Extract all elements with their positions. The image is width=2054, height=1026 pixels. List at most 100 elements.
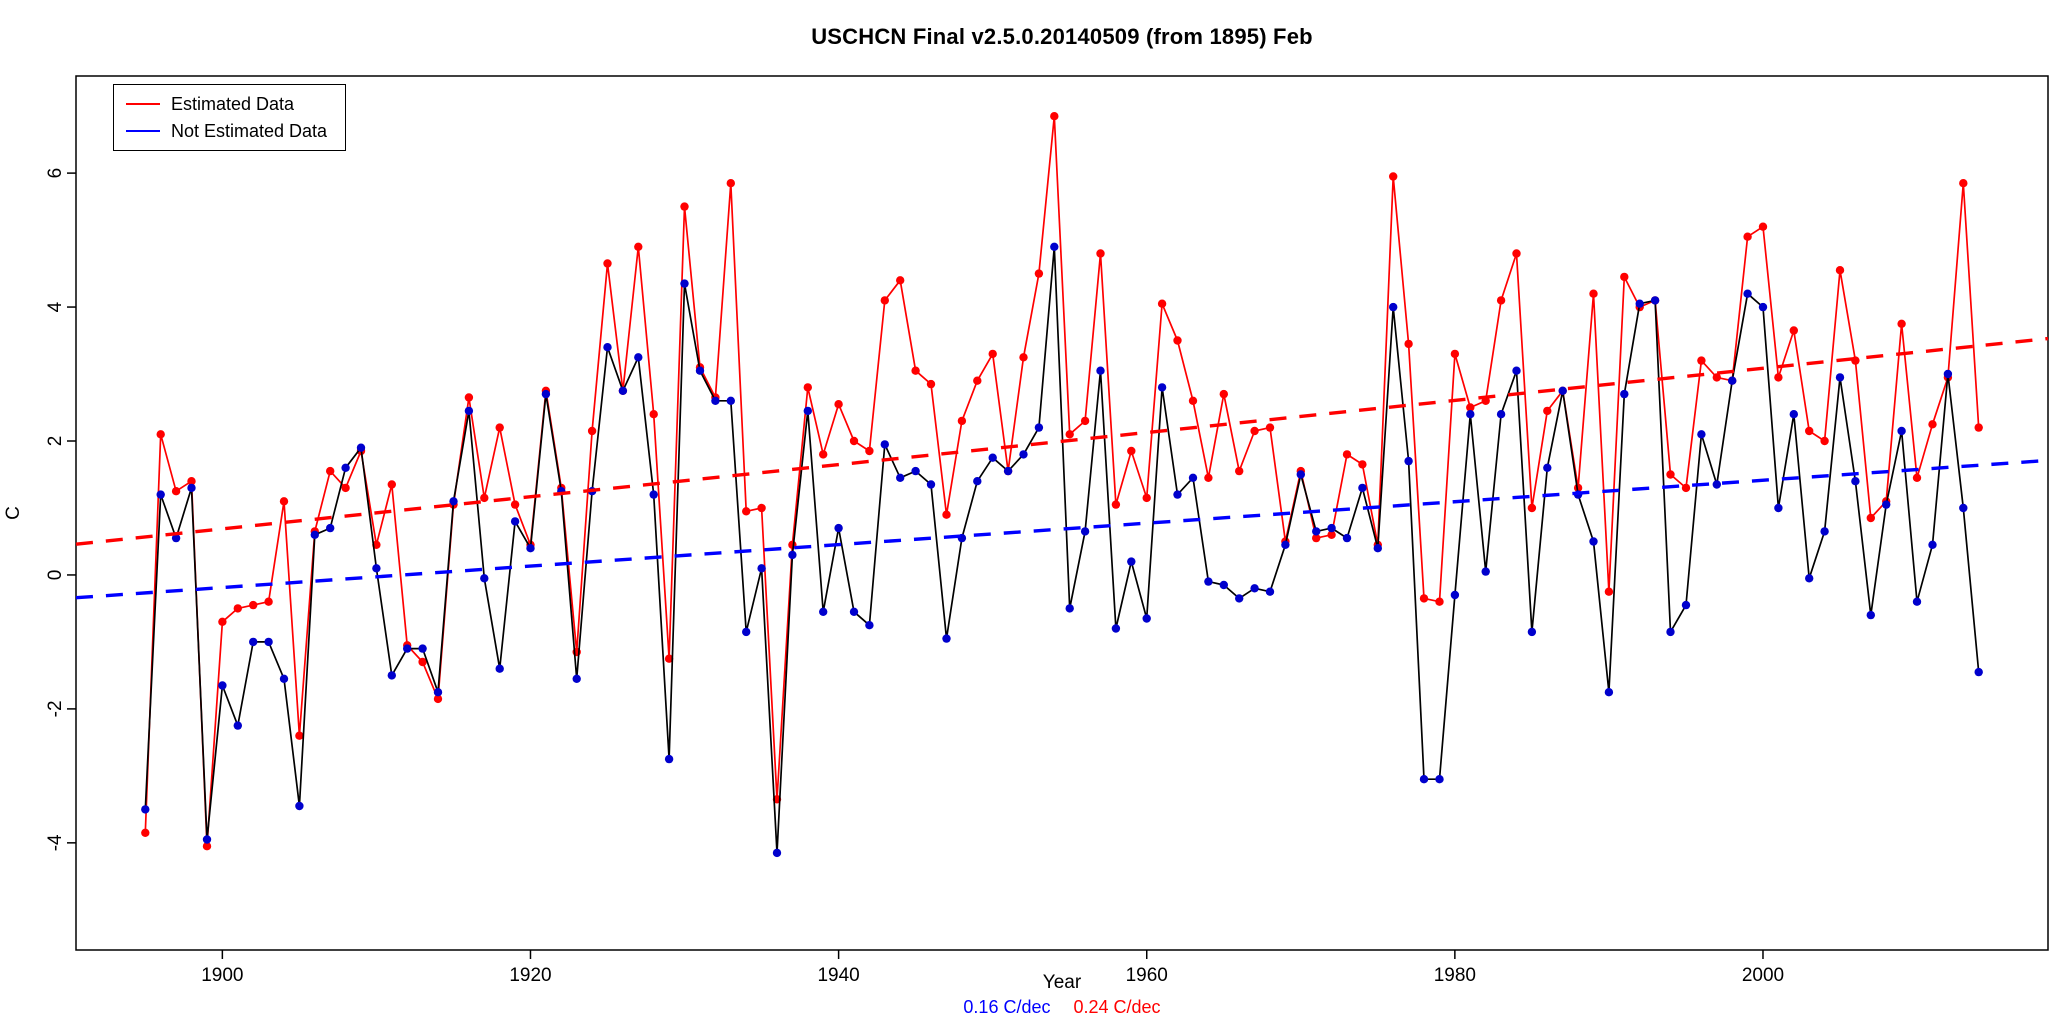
- not-estimated-series-point: [1003, 466, 1013, 476]
- estimated-series-point: [1758, 222, 1768, 231]
- estimated-series-point: [1835, 266, 1845, 275]
- estimated-series-point: [218, 617, 227, 626]
- estimated-series-point: [510, 500, 520, 509]
- estimated-series-point: [433, 694, 443, 704]
- estimated-series-point: [1342, 450, 1352, 459]
- not-estimated-series-point: [1558, 386, 1567, 395]
- estimated-series-point: [1173, 336, 1182, 345]
- not-estimated-series-point: [803, 406, 812, 416]
- estimated-series-point: [480, 493, 489, 503]
- estimated-series-point: [1928, 420, 1937, 429]
- y-tick-label: -2: [45, 700, 66, 717]
- not-estimated-series-point: [1974, 667, 1983, 677]
- not-estimated-series-point: [1620, 389, 1629, 399]
- not-estimated-series-point: [495, 664, 504, 673]
- estimated-series-point: [1959, 179, 1968, 188]
- not-estimated-series-point: [433, 688, 443, 697]
- not-estimated-series-point: [1851, 477, 1860, 486]
- not-estimated-series-point: [1943, 369, 1953, 379]
- legend-label-estimated: Estimated Data: [171, 94, 295, 114]
- not-estimated-series-point: [403, 644, 412, 653]
- not-estimated-series-point: [1789, 410, 1799, 419]
- estimated-series-point: [957, 416, 967, 426]
- estimated-series-point: [1620, 272, 1629, 282]
- not-estimated-series-point: [1312, 527, 1321, 536]
- estimated-series-point: [1065, 430, 1074, 439]
- estimated-series-point: [1019, 353, 1028, 362]
- not-estimated-series-point: [1358, 483, 1367, 493]
- estimated-series-point: [649, 410, 658, 419]
- not-estimated-series-point: [1543, 463, 1552, 472]
- estimated-series-point: [264, 597, 273, 606]
- estimated-series-point: [1327, 530, 1336, 539]
- estimated-series-point: [1589, 289, 1598, 298]
- estimated-series-point: [1820, 436, 1829, 446]
- estimated-series-point: [141, 828, 150, 837]
- not-estimated-series-point: [1882, 500, 1891, 509]
- not-estimated-series-point: [1327, 523, 1336, 533]
- estimated-series-point: [1034, 269, 1044, 278]
- chart-title: USCHCN Final v2.5.0.20140509 (from 1895)…: [811, 24, 1313, 49]
- estimated-series-point: [1265, 423, 1275, 432]
- not-estimated-series-point: [1265, 587, 1275, 596]
- not-estimated-series-point: [1142, 614, 1151, 623]
- estimated-series-point: [1743, 232, 1752, 241]
- not-estimated-trend-value: 0.16 C/dec: [963, 997, 1051, 1017]
- estimated-series-point: [1419, 594, 1429, 603]
- not-estimated-series-point: [711, 396, 720, 405]
- not-estimated-series-point: [1805, 574, 1814, 583]
- estimated-series-point: [1450, 349, 1460, 359]
- x-tick-label: 1980: [1434, 965, 1476, 986]
- not-estimated-series-point: [1389, 302, 1398, 312]
- not-estimated-series-point: [1096, 366, 1105, 375]
- not-estimated-series-point: [1897, 426, 1906, 436]
- not-estimated-series-point: [1450, 590, 1460, 600]
- estimated-trend-value: 0.24 C/dec: [1073, 997, 1161, 1017]
- not-estimated-series-point: [1034, 423, 1044, 432]
- estimated-series-point: [1466, 403, 1475, 412]
- legend-label-not-estimated: Not Estimated Data: [171, 121, 328, 141]
- estimated-series-point: [680, 202, 689, 211]
- estimated-series-point: [387, 480, 396, 489]
- estimated-series-point: [973, 376, 982, 385]
- not-estimated-series-point: [1650, 296, 1660, 305]
- not-estimated-series-point: [218, 681, 227, 690]
- not-estimated-series-point: [1481, 567, 1490, 576]
- x-axis-label: Year: [1042, 972, 1082, 993]
- not-estimated-series-point: [942, 634, 951, 643]
- not-estimated-series-point: [973, 477, 982, 486]
- not-estimated-series-point: [834, 523, 843, 533]
- not-estimated-series-point: [449, 497, 458, 506]
- not-estimated-series-line: [144, 245, 1980, 854]
- not-estimated-series-point: [1219, 580, 1229, 590]
- estimated-series-point: [896, 276, 905, 285]
- estimated-series-point: [1080, 416, 1090, 426]
- estimated-series-point: [341, 483, 350, 493]
- not-estimated-series-point: [819, 607, 828, 616]
- estimated-series-point: [926, 379, 936, 389]
- legend: Estimated Data Not Estimated Data: [113, 84, 347, 151]
- estimated-series-point: [1789, 326, 1799, 335]
- not-estimated-series-point: [1774, 503, 1783, 513]
- estimated-series-point: [249, 600, 258, 610]
- estimated-series-point: [603, 259, 612, 268]
- estimated-series-point: [1681, 483, 1691, 493]
- estimated-series-point: [1404, 339, 1413, 349]
- not-estimated-series-point: [880, 440, 889, 449]
- estimated-series-point: [1358, 460, 1367, 469]
- y-tick-label: 4: [45, 301, 66, 312]
- estimated-series-point: [495, 423, 504, 432]
- not-estimated-series-point: [1496, 410, 1506, 419]
- legend-item-estimated: Estimated Data: [126, 94, 327, 114]
- estimated-series-point: [911, 366, 920, 375]
- estimated-series-point: [1527, 503, 1537, 513]
- estimated-series-point: [1142, 493, 1151, 503]
- not-estimated-series-point: [541, 389, 551, 399]
- y-tick-label: -4: [45, 834, 66, 851]
- not-estimated-series-point: [1019, 450, 1028, 459]
- estimated-series-point: [1712, 373, 1722, 382]
- not-estimated-series-point: [1866, 610, 1876, 620]
- estimated-line-swatch: [126, 103, 160, 105]
- legend-item-not-estimated: Not Estimated Data: [126, 121, 327, 141]
